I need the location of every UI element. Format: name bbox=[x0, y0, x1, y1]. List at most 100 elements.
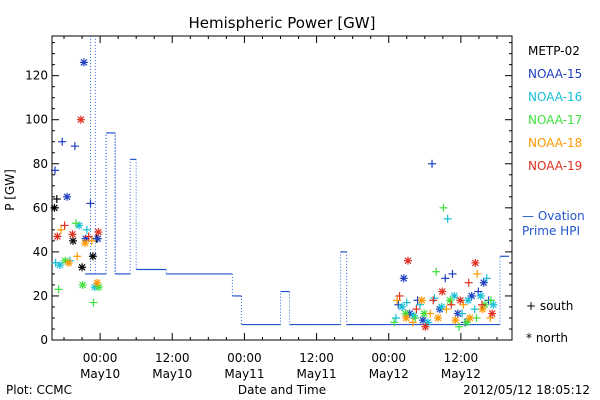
marker-noaa-15-north bbox=[79, 58, 88, 67]
x-tick-time-label: 12:00 bbox=[444, 351, 479, 365]
marker-stroke bbox=[477, 292, 485, 300]
legend-entry-noaa-18: NOAA-18 bbox=[528, 136, 582, 150]
plot-frame bbox=[51, 35, 513, 341]
marker-stroke bbox=[95, 283, 103, 291]
marker-stroke bbox=[456, 296, 464, 304]
marker-stroke bbox=[418, 296, 426, 304]
x-tick-time-label: 00:00 bbox=[83, 351, 118, 365]
marker-noaa-18-north bbox=[478, 305, 487, 314]
marker-stroke bbox=[69, 237, 77, 245]
marker-noaa-15-south bbox=[58, 137, 67, 146]
marker-stroke bbox=[69, 230, 76, 238]
marker-stroke bbox=[488, 310, 496, 317]
marker-noaa-17-south bbox=[54, 285, 63, 294]
marker-stroke bbox=[452, 316, 459, 324]
marker-stroke bbox=[89, 252, 97, 260]
marker-noaa-19-north bbox=[68, 230, 77, 239]
marker-metp-02-south bbox=[52, 195, 61, 204]
x-tick-date-label: May10 bbox=[80, 367, 120, 381]
marker-stroke bbox=[81, 239, 89, 247]
marker-noaa-19-south bbox=[60, 221, 69, 230]
marker-noaa-18-north bbox=[451, 316, 460, 325]
marker-noaa-17-south bbox=[439, 203, 448, 212]
marker-noaa-19-south bbox=[464, 278, 473, 287]
marker-noaa-18-south bbox=[473, 269, 482, 278]
plot-timestamp: 2012/05/12 18:05:12 bbox=[463, 383, 590, 397]
x-axis-label: Date and Time bbox=[238, 383, 326, 397]
marker-noaa-17-north bbox=[78, 280, 87, 289]
marker-stroke bbox=[479, 305, 486, 313]
marker-noaa-15-north bbox=[63, 192, 72, 201]
marker-noaa-16-north bbox=[397, 302, 406, 311]
x-tick-date-label: May11 bbox=[297, 367, 337, 381]
marker-noaa-19-north bbox=[94, 228, 103, 237]
marker-noaa-19-south bbox=[429, 296, 438, 305]
marker-stroke bbox=[463, 318, 471, 326]
plot-credit: Plot: CCMC bbox=[6, 383, 72, 397]
marker-noaa-18-south bbox=[87, 236, 96, 245]
x-tick-date-label: May10 bbox=[152, 367, 192, 381]
marker-noaa-16-south bbox=[482, 274, 491, 283]
y-tick-label: 40 bbox=[33, 245, 48, 259]
marker-noaa-18-south bbox=[442, 305, 451, 314]
marker-noaa-18-north bbox=[81, 239, 90, 248]
marker-stroke bbox=[438, 303, 446, 311]
marker-stroke bbox=[93, 279, 101, 287]
plot-border bbox=[51, 35, 513, 341]
marker-metp-02-north bbox=[50, 203, 59, 212]
marker-noaa-18-south bbox=[426, 309, 435, 318]
legend-symbol-south: + south bbox=[526, 299, 573, 313]
marker-stroke bbox=[404, 257, 412, 265]
legend-entry-noaa-17: NOAA-17 bbox=[528, 113, 582, 127]
marker-stroke bbox=[419, 316, 427, 324]
marker-stroke bbox=[454, 310, 462, 317]
marker-noaa-18-north bbox=[465, 313, 474, 322]
marker-noaa-16-south bbox=[443, 214, 452, 223]
marker-metp-02-north bbox=[78, 263, 87, 272]
marker-stroke bbox=[65, 259, 73, 267]
marker-stroke bbox=[79, 281, 87, 289]
marker-noaa-16-south bbox=[458, 309, 467, 318]
marker-noaa-18-north bbox=[434, 313, 443, 322]
marker-metp-02-north bbox=[88, 252, 97, 261]
marker-noaa-15-south bbox=[86, 199, 95, 208]
marker-noaa-19-south bbox=[447, 300, 456, 309]
marker-noaa-18-south bbox=[73, 252, 82, 261]
marker-stroke bbox=[471, 259, 479, 267]
marker-noaa-19-north bbox=[53, 232, 62, 241]
marker-noaa-15-south bbox=[428, 159, 437, 168]
marker-noaa-17-north bbox=[420, 309, 429, 318]
marker-stroke bbox=[61, 257, 69, 265]
marker-metp-02-north bbox=[69, 236, 78, 245]
marker-stroke bbox=[480, 279, 488, 287]
marker-stroke bbox=[438, 288, 446, 295]
x-axis-ticks: 00:00 May10 12:00 May10 00:00 May11 12:00 May11… bbox=[63, 36, 498, 381]
marker-noaa-15-north bbox=[93, 234, 102, 243]
marker-stroke bbox=[400, 274, 408, 282]
y-axis-ticks: 0 20 40 60 80 100 120 bbox=[25, 42, 512, 347]
marker-noaa-17-south bbox=[455, 322, 464, 331]
marker-noaa-19-north bbox=[421, 322, 430, 331]
marker-noaa-15-south bbox=[70, 142, 79, 151]
marker-stroke bbox=[78, 263, 86, 271]
marker-stroke bbox=[75, 222, 83, 229]
marker-noaa-19-north bbox=[403, 256, 412, 265]
legend-entry-noaa-15: NOAA-15 bbox=[528, 67, 582, 81]
legend-entry-metp-02: METP-02 bbox=[528, 44, 580, 58]
y-axis-label: P [GW] bbox=[3, 169, 17, 211]
marker-noaa-16-south bbox=[402, 298, 411, 307]
x-tick-time-label: 12:00 bbox=[155, 351, 190, 365]
marker-stroke bbox=[56, 261, 64, 269]
marker-noaa-17-north bbox=[446, 296, 455, 305]
marker-stroke bbox=[94, 228, 102, 236]
legend-entry-noaa-19: NOAA-19 bbox=[528, 159, 582, 173]
legend: METP-02 NOAA-15 NOAA-16 NOAA-17 NOAA-18 NOAA-… bbox=[522, 44, 585, 345]
marker-noaa-18-north bbox=[93, 278, 102, 287]
marker-noaa-18-south bbox=[459, 300, 468, 309]
marker-noaa-19-north bbox=[76, 115, 85, 124]
legend-ovation-line1: — Ovation bbox=[522, 209, 585, 223]
marker-noaa-17-south bbox=[89, 298, 98, 307]
x-tick-time-label: 00:00 bbox=[227, 351, 262, 365]
marker-noaa-16-south bbox=[391, 313, 400, 322]
